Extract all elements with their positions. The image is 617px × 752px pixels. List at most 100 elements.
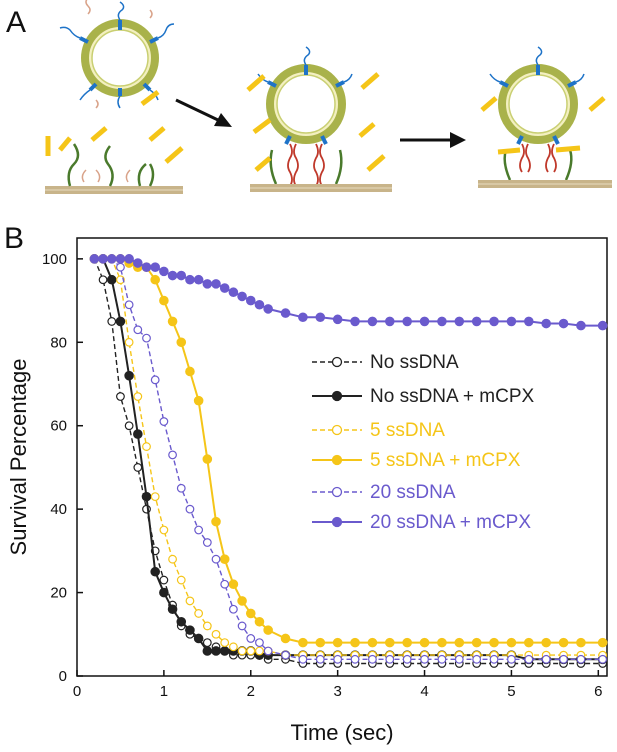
data-point bbox=[402, 316, 412, 327]
data-point bbox=[489, 637, 499, 648]
data-point bbox=[507, 654, 516, 664]
legend-swatch-marker bbox=[331, 454, 343, 466]
data-point bbox=[367, 637, 378, 648]
data-point bbox=[384, 316, 395, 327]
data-point bbox=[298, 312, 308, 323]
data-point bbox=[237, 596, 247, 606]
data-point bbox=[541, 318, 551, 329]
data-point bbox=[159, 575, 169, 585]
data-point bbox=[368, 654, 377, 664]
data-point bbox=[89, 254, 100, 264]
data-point bbox=[228, 287, 239, 298]
data-point bbox=[107, 317, 117, 326]
data-point bbox=[159, 295, 169, 306]
data-point bbox=[211, 516, 221, 527]
data-point bbox=[315, 312, 326, 323]
data-point bbox=[576, 654, 586, 664]
data-point bbox=[263, 625, 273, 635]
data-point bbox=[332, 314, 343, 325]
data-point bbox=[598, 654, 608, 664]
data-point bbox=[506, 637, 517, 648]
data-point bbox=[202, 646, 213, 656]
data-point bbox=[437, 637, 447, 648]
data-point bbox=[185, 366, 195, 377]
data-point bbox=[219, 283, 230, 293]
legend-label: 5 ssDNA + mCPX bbox=[370, 450, 521, 471]
data-point bbox=[116, 262, 125, 272]
legend-entry: No ssDNA bbox=[312, 352, 459, 373]
data-point bbox=[133, 325, 143, 335]
data-point bbox=[150, 566, 160, 577]
data-point bbox=[150, 274, 160, 285]
data-point bbox=[124, 254, 134, 264]
data-point bbox=[202, 454, 213, 464]
data-point bbox=[167, 270, 178, 281]
x-tick-label: 0 bbox=[73, 683, 81, 700]
x-tick-label: 2 bbox=[247, 683, 255, 700]
data-point bbox=[141, 491, 152, 502]
data-point bbox=[193, 395, 204, 406]
y-tick-label: 20 bbox=[50, 585, 67, 602]
data-point bbox=[333, 654, 343, 664]
data-point bbox=[124, 337, 134, 347]
x-tick-label: 4 bbox=[420, 683, 428, 700]
data-point bbox=[454, 637, 465, 648]
x-tick-label: 1 bbox=[160, 683, 168, 700]
data-point bbox=[141, 262, 152, 272]
legend-entry: 5 ssDNA bbox=[312, 420, 445, 441]
data-point bbox=[402, 637, 412, 648]
stage-1-illustration bbox=[45, 0, 184, 194]
legend-label: 20 ssDNA + mCPX bbox=[370, 512, 531, 533]
data-point bbox=[219, 646, 230, 656]
x-tick-label: 6 bbox=[594, 683, 602, 700]
data-point bbox=[350, 316, 360, 327]
series-line bbox=[93, 258, 603, 665]
data-point bbox=[228, 604, 238, 614]
data-point bbox=[185, 504, 195, 514]
data-point bbox=[202, 621, 212, 631]
legend-label: No ssDNA bbox=[370, 352, 459, 373]
data-point bbox=[185, 274, 195, 285]
data-point bbox=[471, 637, 482, 648]
data-point bbox=[332, 637, 343, 648]
data-point bbox=[202, 538, 212, 547]
legend-swatch-marker bbox=[331, 486, 343, 498]
data-point bbox=[124, 300, 134, 310]
data-point bbox=[254, 616, 265, 627]
data-point bbox=[384, 637, 395, 648]
data-point bbox=[159, 266, 169, 277]
data-point bbox=[106, 274, 117, 285]
data-point bbox=[237, 646, 247, 656]
data-point bbox=[559, 654, 568, 664]
data-point bbox=[454, 654, 464, 664]
arrow-1 bbox=[175, 98, 219, 122]
legend: No ssDNA No ssDNA + mCPX 5 ssDNA 5 ssDNA + … bbox=[312, 352, 535, 533]
data-point bbox=[159, 417, 169, 426]
data-point bbox=[254, 299, 265, 310]
data-point bbox=[176, 337, 187, 348]
data-point bbox=[194, 525, 204, 535]
data-point bbox=[133, 392, 143, 401]
data-point bbox=[558, 318, 569, 329]
data-point bbox=[176, 575, 186, 585]
legend-label: 20 ssDNA bbox=[370, 482, 456, 503]
data-point bbox=[168, 450, 177, 460]
data-point bbox=[541, 637, 551, 648]
data-point bbox=[220, 638, 230, 648]
legend-entry: No ssDNA + mCPX bbox=[312, 386, 535, 407]
data-point bbox=[597, 637, 608, 648]
data-point bbox=[246, 634, 256, 643]
series-layer bbox=[89, 254, 608, 668]
data-point bbox=[124, 370, 134, 381]
panel-a-schematic: A bbox=[6, 0, 612, 194]
arrow-1-head bbox=[214, 113, 232, 127]
x-axis-label: Time (sec) bbox=[290, 720, 393, 745]
data-point bbox=[124, 421, 134, 431]
data-point bbox=[185, 596, 195, 606]
data-point bbox=[263, 646, 273, 656]
y-tick-label: 100 bbox=[42, 251, 67, 268]
series-line bbox=[94, 257, 603, 644]
